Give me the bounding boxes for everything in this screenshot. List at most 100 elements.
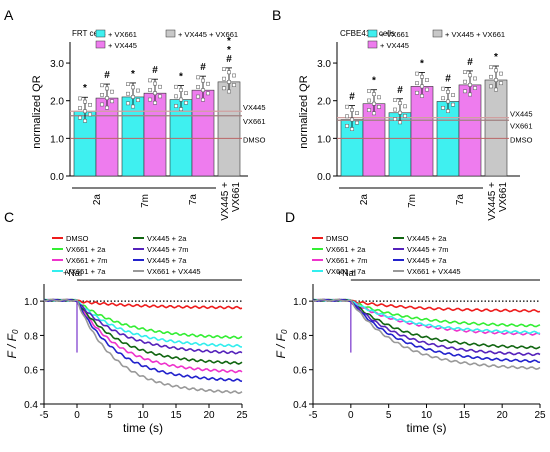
legend-label: VX661 + VX445 [147,267,201,276]
panel-letter-c: C [4,209,14,225]
legend-label: VX661 + 2a [66,245,106,254]
data-point [415,81,419,86]
nai-annotation: +NaI [63,268,82,278]
panel-a-subtitle: FRT cells [72,29,106,38]
legend-label: VX445 + 7a [147,256,187,265]
data-point [377,105,381,109]
significance-mark: * [83,83,87,94]
y-tick-label: 1.0 [50,134,64,145]
data-point [174,104,178,108]
data-point [372,111,376,116]
legend-label: + VX445 + VX661 [178,30,238,39]
legend-label: VX661 + 7a [66,267,106,276]
reference-label: VX445 [510,110,533,119]
x-tick-label: 15 [170,410,182,421]
y-tick-label: 1.0 [24,297,38,308]
y-tick-label: 0.0 [50,172,64,183]
data-point [393,107,397,112]
data-point [232,73,236,78]
data-point [126,91,130,96]
reference-label: VX661 [510,121,533,130]
significance-mark: # [467,57,473,68]
x-tick-label: -5 [309,410,318,421]
legend-label: + VX661 [108,30,137,39]
legend: + VX661 + VX445 + VX445 + VX661 [367,29,505,50]
legend-label: VX661 + 7a [326,267,366,276]
combo-label: VX661 [498,182,509,212]
data-point [446,90,450,94]
significance-mark: * [420,58,424,69]
reference-label: DMSO [243,135,266,144]
data-point [78,115,82,120]
legend-label: + VX445 [108,41,137,50]
bar [410,86,434,177]
significance-mark: # [445,73,451,84]
data-point [206,81,210,86]
data-point [206,91,210,96]
legend-label: + VX445 [380,41,409,50]
bar [95,97,119,177]
x-tick-label: 10 [421,410,433,421]
bar [484,79,508,177]
legend-swatch [95,29,106,38]
bar-chart-A: + VX661 + VX445 + VX445 + VX661 0.0 1.0 2.0 3.… [31,29,266,221]
data-point [126,101,130,106]
data-point [105,105,109,110]
data-point [345,124,349,128]
data-point [473,86,477,90]
series-line [43,298,243,395]
significance-mark: # [397,85,403,96]
data-point [463,79,467,84]
data-point [367,89,371,93]
x-tick-label: 5 [386,410,392,421]
significance-mark: # [200,62,206,73]
data-point [174,84,178,89]
data-point [415,71,419,76]
legend: DMSO VX661 + 2a VX661 + 7m VX661 + 7a VX445 … [52,234,201,276]
data-point [153,91,157,96]
series-line [312,298,540,335]
panel-letter-d: D [285,209,295,225]
legend-swatch [432,29,443,38]
data-point [179,88,183,92]
legend-label: VX661 + 7m [326,256,367,265]
group-label: 2a [92,194,103,206]
data-point [451,102,455,107]
data-point [100,102,104,107]
group-label: 7m [407,194,418,208]
x-tick-label: 0 [74,410,80,421]
significance-mark: * [494,52,498,63]
group-label: 7a [188,194,199,206]
data-point [494,78,498,82]
data-point [463,89,467,94]
data-point [489,84,493,89]
data-point [196,75,200,80]
y-tick-label: 1.0 [293,297,307,308]
legend-label: VX445 + 7m [147,245,188,254]
reference-label: VX661 [243,117,266,126]
y-tick-label: 0.8 [293,331,307,342]
data-point [232,83,236,87]
data-point [446,109,450,113]
legend-label: VX661 + 7m [66,256,107,265]
legend-swatch [367,40,378,49]
data-point [499,81,503,86]
data-point [372,92,376,96]
y-tick-label: 0.0 [317,172,331,183]
data-point [345,104,349,109]
data-point [355,120,359,125]
data-point [398,110,402,115]
legend-label: VX445 + 2a [147,234,187,243]
data-point [148,97,152,102]
bar-chart-B: + VX661 + VX445 + VX445 + VX661 0.0 1.0 2.0 3.… [298,29,533,221]
data-point [463,70,467,74]
group-label: 7m [140,194,151,208]
data-point [110,99,114,104]
legend-swatch [165,29,176,38]
data-point [372,101,376,106]
y-tick-label: 3.0 [50,59,64,70]
x-tick-label: 10 [137,410,149,421]
data-point [227,70,231,75]
data-point [398,120,402,125]
